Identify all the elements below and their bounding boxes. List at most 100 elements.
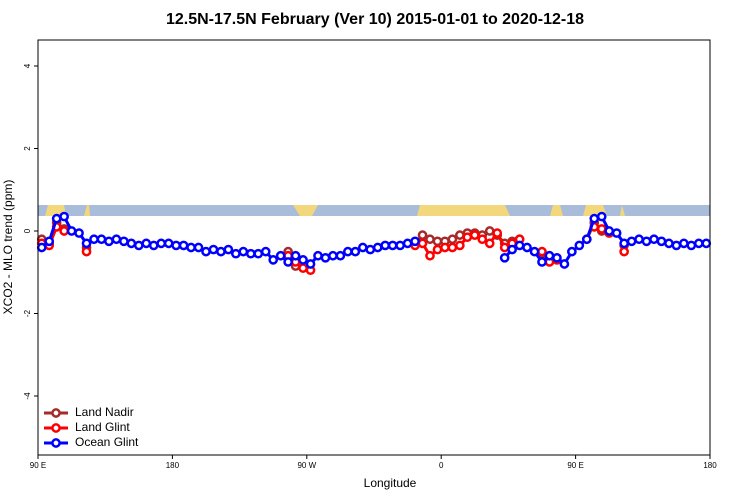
y-axis-label: XCO2 - MLO trend (ppm)	[1, 180, 15, 315]
chart-title: 12.5N-17.5N February (Ver 10) 2015-01-01…	[166, 11, 584, 28]
data-point	[596, 224, 607, 234]
data-point	[432, 236, 443, 247]
data-point	[380, 240, 391, 251]
data-point	[395, 240, 405, 251]
data-point	[529, 246, 540, 257]
x-tick-label: 0	[439, 461, 444, 470]
data-point	[163, 238, 174, 249]
data-point	[522, 242, 532, 253]
data-point	[387, 240, 398, 251]
series-line	[40, 214, 707, 267]
data-point	[96, 234, 107, 245]
data-point	[320, 252, 331, 263]
data-point	[417, 238, 428, 249]
data-point	[447, 242, 458, 253]
data-point	[425, 234, 435, 245]
data-point	[649, 234, 659, 245]
data-point	[81, 238, 92, 249]
data-point	[223, 244, 234, 255]
data-point	[365, 244, 376, 255]
data-point	[455, 230, 465, 240]
x-tick-label: 90 E	[567, 461, 583, 470]
data-point	[484, 238, 495, 249]
data-point	[581, 234, 592, 245]
data-point	[417, 230, 428, 240]
data-point	[328, 250, 338, 261]
data-point	[499, 242, 510, 253]
data-point	[432, 244, 443, 255]
data-point	[619, 238, 629, 249]
data-point	[156, 238, 167, 249]
data-point	[275, 250, 286, 261]
data-point	[656, 236, 667, 247]
data-point	[343, 246, 353, 257]
data-point	[36, 242, 47, 253]
data-point	[186, 242, 196, 253]
legend-marker	[51, 423, 61, 433]
legend-label: Land Nadir	[75, 405, 134, 419]
data-point	[298, 263, 308, 273]
data-point	[51, 213, 62, 224]
data-point	[216, 246, 226, 257]
data-point	[59, 211, 69, 222]
x-axis-label: Longitude	[364, 476, 417, 490]
data-point	[335, 250, 346, 261]
x-tick-label: 90 W	[297, 461, 316, 470]
data-point	[372, 242, 383, 253]
data-point	[126, 238, 137, 249]
data-point	[193, 242, 204, 253]
y-tick-label: -4	[23, 392, 32, 400]
data-point	[253, 248, 264, 259]
y-tick-label: -2	[23, 309, 32, 317]
legend-label: Land Glint	[75, 420, 130, 434]
data-point	[507, 244, 517, 255]
data-point	[514, 240, 525, 251]
land-patches	[45, 205, 625, 216]
data-point	[596, 211, 607, 222]
data-point	[455, 240, 465, 251]
x-tick-label: 180	[703, 461, 717, 470]
x-tick-label: 180	[166, 461, 180, 470]
data-point	[305, 259, 316, 269]
data-point	[469, 230, 480, 240]
data-point	[544, 250, 555, 261]
data-point	[447, 234, 458, 245]
data-point	[74, 228, 84, 238]
data-point	[537, 257, 547, 267]
y-tick-label: 0	[23, 228, 32, 233]
data-point	[133, 240, 144, 251]
data-point	[104, 236, 114, 247]
data-point	[679, 238, 689, 249]
y-tick-label: 2	[23, 146, 32, 151]
data-point	[693, 238, 704, 249]
y-tick-label: 4	[23, 63, 32, 68]
data-point	[148, 240, 159, 251]
data-point	[283, 257, 293, 267]
data-point	[477, 234, 488, 245]
data-point	[641, 236, 652, 247]
data-point	[619, 246, 629, 257]
data-point	[141, 238, 152, 249]
data-point	[589, 213, 600, 224]
plot-frame	[37, 39, 711, 456]
data-point	[604, 226, 615, 236]
data-point	[664, 238, 674, 249]
data-point	[171, 240, 181, 251]
data-point	[499, 252, 510, 263]
legend-marker	[51, 438, 61, 448]
data-point	[313, 250, 323, 261]
data-point	[425, 250, 435, 261]
data-point	[298, 255, 308, 265]
data-point	[462, 232, 473, 243]
data-point	[238, 246, 249, 257]
data-point	[119, 236, 129, 247]
data-point	[537, 246, 547, 257]
data-point	[260, 246, 271, 257]
data-point	[559, 259, 570, 269]
data-point	[440, 242, 450, 253]
x-tick-label: 90 E	[30, 461, 46, 470]
data-point	[626, 236, 637, 247]
data-point	[552, 252, 562, 263]
data-point	[231, 248, 241, 259]
data-point	[208, 244, 219, 255]
